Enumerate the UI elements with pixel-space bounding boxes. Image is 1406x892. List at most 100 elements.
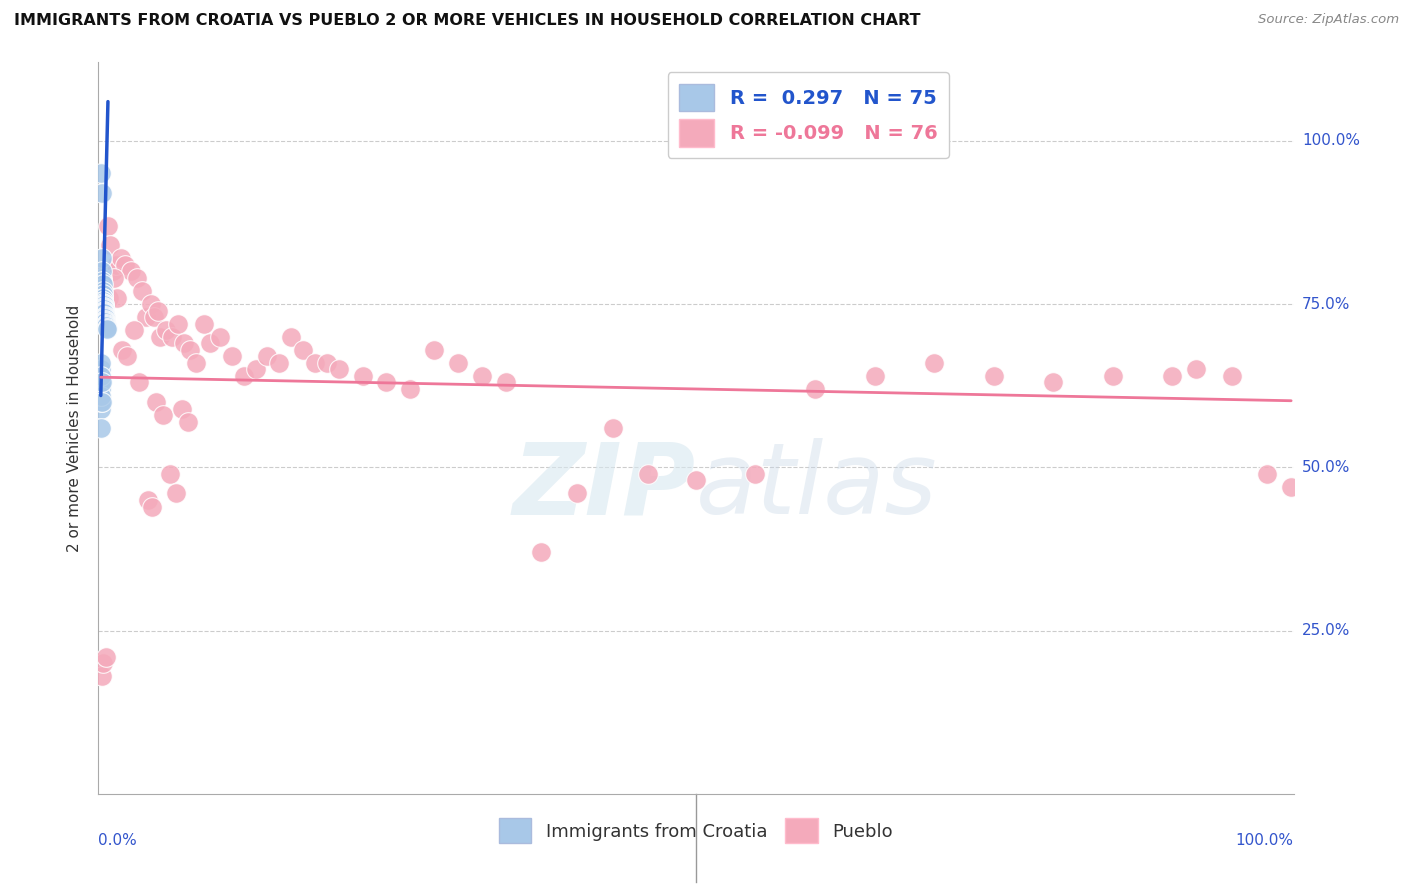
Point <box>91 291 114 305</box>
Point <box>94 649 117 664</box>
Point <box>90 382 112 396</box>
Text: 50.0%: 50.0% <box>1302 460 1350 475</box>
Point <box>91 277 114 292</box>
Point <box>1185 362 1208 376</box>
Point <box>176 415 198 429</box>
Point <box>93 303 115 318</box>
Point <box>1161 368 1184 383</box>
Point <box>316 356 339 370</box>
Point <box>280 330 302 344</box>
Point <box>122 323 145 337</box>
Point <box>98 291 121 305</box>
Point <box>93 305 115 319</box>
Point <box>90 421 112 435</box>
Point <box>96 322 118 336</box>
Point <box>93 300 115 314</box>
Point <box>165 486 187 500</box>
Point <box>94 315 117 329</box>
Point <box>90 376 112 390</box>
Point <box>159 467 181 481</box>
Point <box>91 264 114 278</box>
Point <box>447 356 470 370</box>
Point <box>90 388 112 402</box>
Text: ZIP: ZIP <box>513 438 696 535</box>
Point <box>91 293 114 308</box>
Point <box>269 356 291 370</box>
Point <box>90 186 112 200</box>
Point <box>1279 480 1302 494</box>
Point <box>91 291 114 305</box>
Point <box>91 274 114 288</box>
Text: 75.0%: 75.0% <box>1302 296 1350 311</box>
Point <box>193 317 215 331</box>
Text: IMMIGRANTS FROM CROATIA VS PUEBLO 2 OR MORE VEHICLES IN HOUSEHOLD CORRELATION CH: IMMIGRANTS FROM CROATIA VS PUEBLO 2 OR M… <box>14 13 921 29</box>
Point <box>91 297 114 311</box>
Point <box>93 310 115 325</box>
Point <box>1256 467 1278 481</box>
Point <box>90 395 112 409</box>
Point <box>91 271 114 285</box>
Point <box>93 298 115 312</box>
Point <box>93 305 115 319</box>
Point <box>292 343 315 357</box>
Point <box>115 349 138 363</box>
Point <box>98 238 121 252</box>
Point <box>983 368 1005 383</box>
Point <box>135 310 157 325</box>
Point <box>90 376 112 390</box>
Text: 100.0%: 100.0% <box>1302 133 1360 148</box>
Point <box>471 368 494 383</box>
Point <box>91 297 114 311</box>
Point <box>200 336 222 351</box>
Y-axis label: 2 or more Vehicles in Household: 2 or more Vehicles in Household <box>67 304 83 552</box>
Point <box>93 306 115 320</box>
Text: atlas: atlas <box>696 438 938 535</box>
Point <box>91 252 114 266</box>
Point <box>146 303 169 318</box>
Point <box>91 291 114 305</box>
Point <box>1101 368 1123 383</box>
Point <box>221 349 243 363</box>
Point <box>155 323 177 337</box>
Point <box>94 314 117 328</box>
Text: 25.0%: 25.0% <box>1302 624 1350 638</box>
Point <box>90 362 112 376</box>
Legend: Immigrants from Croatia, Pueblo: Immigrants from Croatia, Pueblo <box>492 811 900 851</box>
Point <box>91 287 114 301</box>
Point <box>93 309 115 323</box>
Point <box>167 317 190 331</box>
Point <box>94 311 117 326</box>
Point <box>90 356 112 370</box>
Point <box>103 271 125 285</box>
Point <box>93 297 115 311</box>
Point <box>90 368 112 383</box>
Point <box>91 284 114 298</box>
Point <box>399 382 422 396</box>
Point <box>90 382 112 396</box>
Point <box>170 401 193 416</box>
Point <box>91 657 114 671</box>
Point <box>93 303 115 318</box>
Point <box>93 301 115 315</box>
Point <box>184 356 207 370</box>
Point <box>90 166 112 180</box>
Point <box>495 376 517 390</box>
Text: 0.0%: 0.0% <box>98 833 138 847</box>
Point <box>1042 376 1064 390</box>
Point <box>93 301 115 315</box>
Point <box>105 258 128 272</box>
Point <box>93 298 115 312</box>
Point <box>91 281 114 295</box>
Point <box>152 408 174 422</box>
Point <box>101 264 124 278</box>
Point <box>179 343 201 357</box>
Point <box>423 343 446 357</box>
Point <box>91 293 114 308</box>
Point <box>804 382 827 396</box>
Point <box>97 219 120 233</box>
Point <box>125 271 148 285</box>
Point <box>120 264 142 278</box>
Point <box>602 421 624 435</box>
Point <box>91 274 114 288</box>
Point <box>111 343 134 357</box>
